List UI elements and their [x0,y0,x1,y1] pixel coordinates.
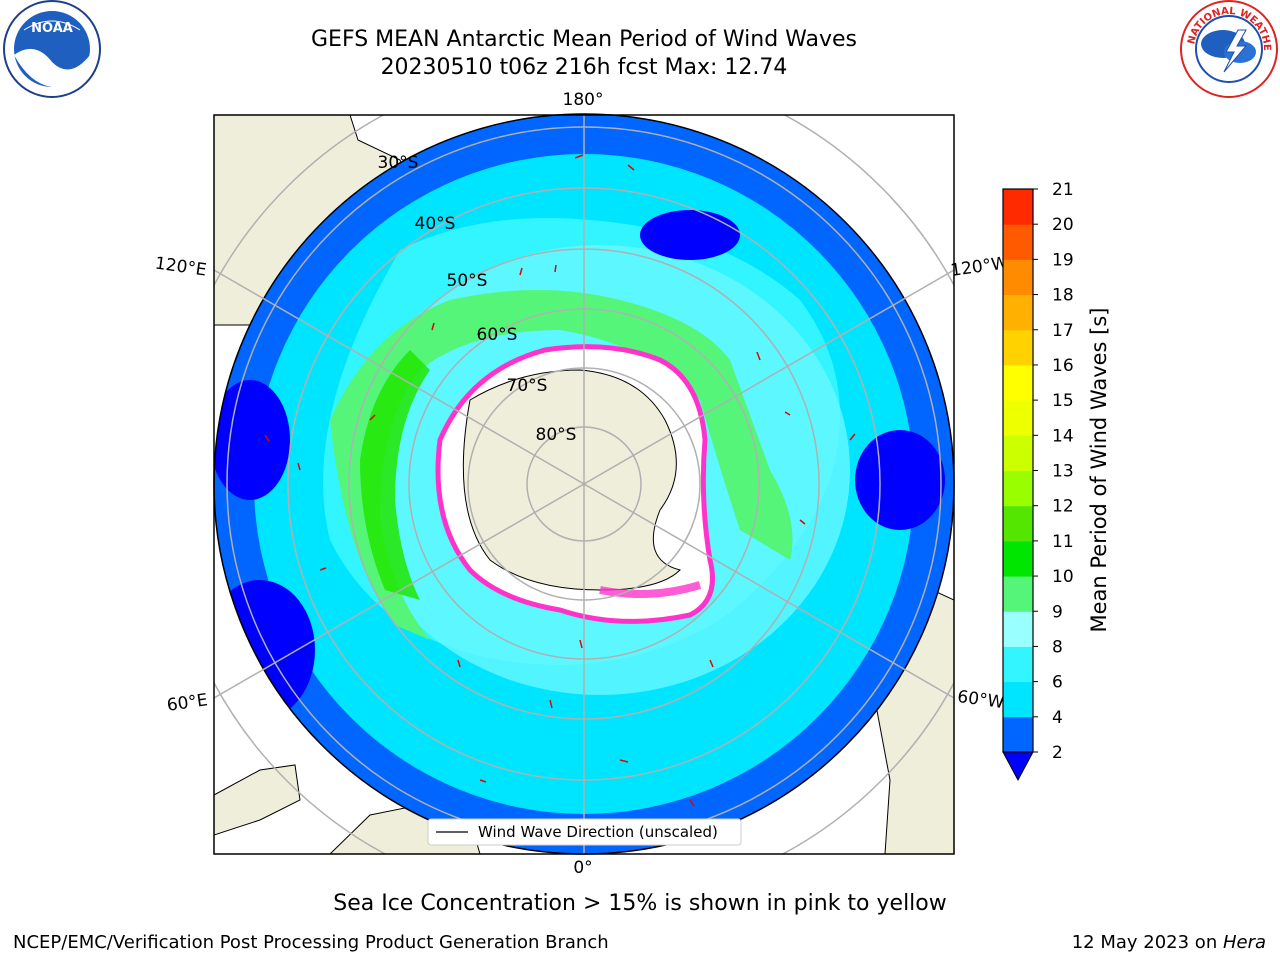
footer-date: 12 May 2023 on Hera [1072,932,1266,953]
lat-label-70s: 70°S [507,376,548,396]
wind-wave-arrows [264,154,856,807]
wind-arrow [479,779,487,783]
colorbar: 2 4 6 8 9 10 11 12 13 14 15 16 17 18 19 20 21 Mean Perio… [1002,180,1111,782]
colorbar-segment [1003,224,1033,260]
colorbar-segment [1003,189,1033,225]
colorbar-tick-label: 21 [1052,180,1074,200]
map-title-line1: GEFS MEAN Antarctic Mean Period of Wind … [311,27,857,52]
colorbar-tick-label: 12 [1052,497,1074,517]
lon-label-120e: 120°E [154,254,208,281]
wind-arrow [554,264,557,273]
colorbar-tick-label: 4 [1052,708,1063,728]
wind-arrow [849,433,856,441]
colorbar-tick-label: 6 [1052,673,1063,693]
colorbar-tick-label: 8 [1052,637,1063,657]
nws-logo-text: NATIONAL WEATHER SERVICE [0,0,1272,51]
colorbar-tick-label: 11 [1052,532,1074,552]
wind-arrow [784,411,791,416]
colorbar-tick-label: 17 [1052,321,1074,341]
lat-label-40s: 40°S [415,214,456,234]
legend-label: Wind Wave Direction (unscaled) [478,823,718,841]
colorbar-tick-label: 19 [1052,250,1074,270]
colorbar-segment [1003,611,1033,647]
colorbar-segment [1003,505,1033,542]
colorbar-tick-label: 9 [1052,602,1063,622]
wind-arrow [297,462,301,471]
colorbar-under-triangle [1002,751,1034,782]
colorbar-segment [1003,540,1033,577]
lat-label-80s: 80°S [536,425,577,445]
wind-arrow [264,434,270,442]
noaa-logo-icon: NOAA [3,0,101,98]
wind-arrow [619,759,629,763]
colorbar-segment [1003,400,1033,436]
wind-arrow [457,659,461,668]
colorbar-tick-label: 16 [1052,356,1074,376]
wind-arrow [579,639,583,649]
wind-arrow [574,154,584,159]
wind-wave-legend: Wind Wave Direction (unscaled) [427,818,742,846]
wind-arrow [756,351,761,361]
wind-arrow [549,699,553,709]
wind-arrow [369,414,376,421]
lon-label-0: 0° [573,858,592,878]
wind-arrow [319,567,327,571]
colorbar-segment [1003,329,1033,366]
wind-arrow [431,322,435,331]
wind-arrow [799,519,806,525]
lon-label-60e: 60°E [166,690,209,715]
colorbar-segment [1003,259,1033,296]
colorbar-segment [1003,681,1033,718]
noaa-logo-text: NOAA [31,21,73,36]
colorbar-tick-label: 20 [1052,215,1074,235]
lat-label-60s: 60°S [477,325,518,345]
colorbar-tick-label: 10 [1052,567,1074,587]
nws-logo-icon: NATIONAL WEATHER SERVICE [0,0,1278,98]
colorbar-tick-label: 14 [1052,426,1074,446]
wind-arrow [627,164,635,171]
colorbar-segment [1003,716,1033,753]
colorbar-tick-label: 18 [1052,286,1074,306]
wind-arrow [689,799,695,807]
footer-host: Hera [1222,932,1266,953]
lat-label-50s: 50°S [447,271,488,291]
wind-arrow [519,267,523,276]
colorbar-segment [1003,470,1033,507]
colorbar-segment [1003,646,1033,683]
colorbar-segment [1003,435,1033,471]
lat-label-30s: 30°S [378,153,419,173]
map-frame [213,114,955,855]
wind-arrow [709,659,714,668]
lon-label-120w: 120°W [949,253,1009,281]
colorbar-tick-label: 13 [1052,462,1074,482]
colorbar-segment [1003,294,1033,331]
footer-date-text: 12 May 2023 on [1071,932,1223,953]
colorbar-tick-label: 2 [1052,743,1063,763]
colorbar-segment [1003,364,1033,401]
lon-label-180: 180° [563,90,604,110]
colorbar-tick-label: 15 [1052,391,1074,411]
colorbar-label: Mean Period of Wind Waves [s] [1087,308,1111,633]
map-title-line2: 20230510 t06z 216h fcst Max: 12.74 [380,55,788,80]
svg-text:NATIONAL WEATHER SERVICE: NATIONAL WEATHER SERVICE [0,0,1272,51]
lon-label-60w: 60°W [956,687,1005,713]
colorbar-segment [1003,576,1033,612]
graticule [214,115,954,854]
footer-credit: NCEP/EMC/Verification Post Processing Pr… [13,932,609,953]
sea-ice-annotation: Sea Ice Concentration > 15% is shown in … [333,891,947,916]
